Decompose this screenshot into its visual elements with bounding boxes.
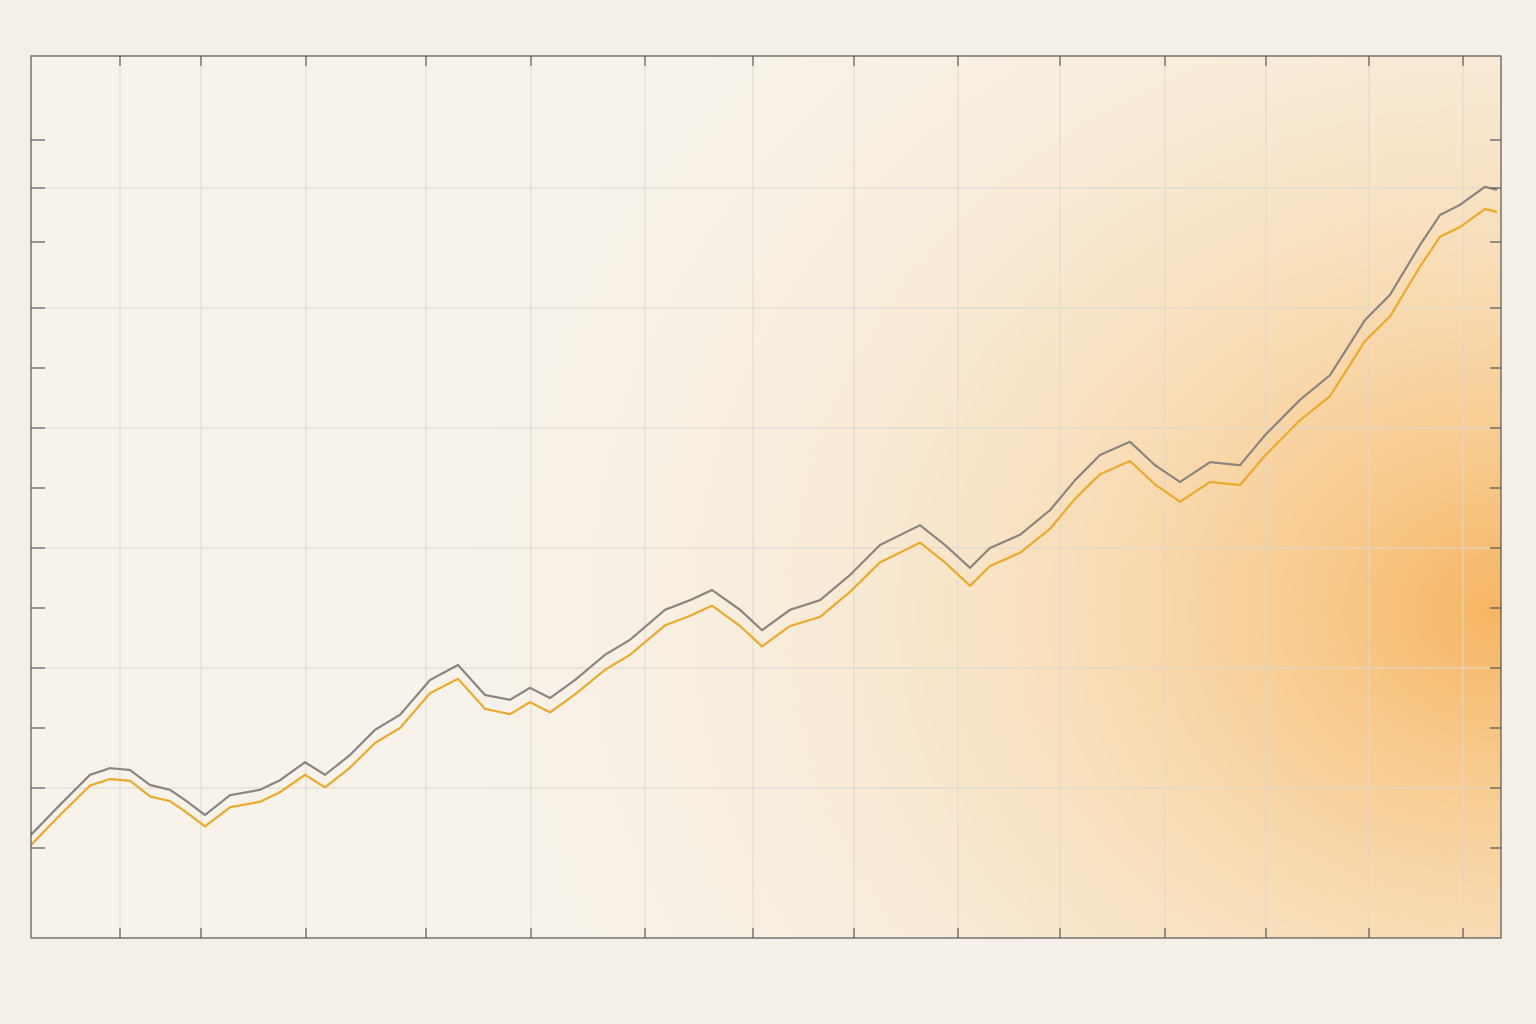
plot-glow (31, 56, 1501, 938)
series-line (30, 207, 1498, 846)
series-line (30, 185, 1498, 836)
plot-frame (30, 55, 1502, 939)
